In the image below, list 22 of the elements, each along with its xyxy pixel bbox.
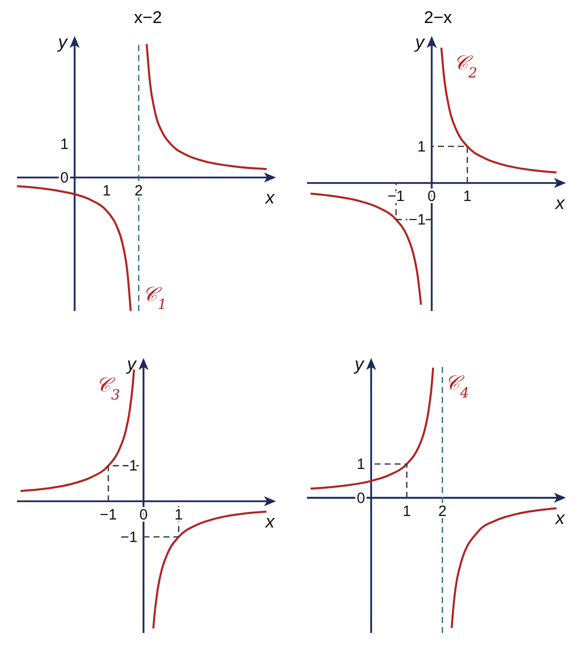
x-axis-title: x (554, 192, 566, 213)
x-tick-label: 1 (463, 188, 472, 205)
x-tick-label: 1 (174, 506, 183, 524)
text: x−2 (134, 8, 162, 27)
x-tick-label: −1 (388, 188, 405, 205)
x-axis-title: x (554, 508, 566, 528)
y-axis-title: y (352, 354, 365, 374)
x-tick-label: −1 (100, 506, 117, 524)
x-tick-label: 2 (438, 502, 447, 520)
x-tick-label: 1 (402, 502, 411, 520)
text: 2−x (424, 8, 452, 27)
x-tick-label: 2 (134, 182, 143, 200)
y-axis-title: y (413, 32, 426, 52)
x-tick-label: 1 (102, 182, 111, 200)
series-label: 𝒞$_{1}$ (142, 282, 167, 313)
series-label: 𝒞$_{2}$ (453, 50, 478, 82)
series-label: 𝒞$_{4}$ (445, 370, 470, 402)
x-axis-title: x (264, 511, 276, 532)
series-label: 𝒞$_{3}$ (96, 372, 120, 404)
y-axis-title: y (125, 354, 137, 374)
x-axis-title: x (264, 188, 276, 208)
y-axis-title: y (56, 32, 68, 52)
